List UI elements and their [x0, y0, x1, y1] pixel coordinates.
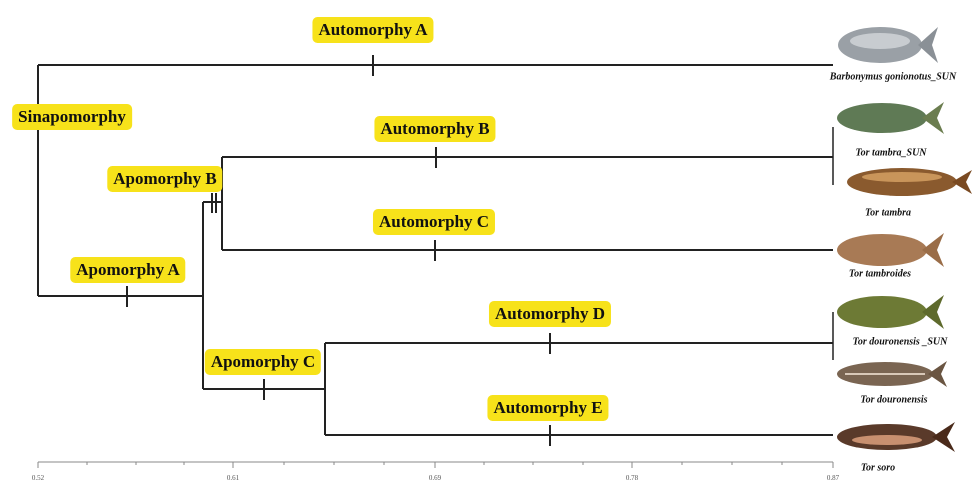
- node-label: Automorphy E: [487, 395, 608, 421]
- species-label: Tor tambra: [865, 208, 911, 219]
- species-label: Barbonymus gonionotus_SUN: [830, 72, 956, 83]
- species-label: Tor tambra_SUN: [855, 148, 926, 159]
- diagram: Automorphy A Sinapomorphy Apomorphy B Au…: [0, 0, 973, 491]
- species-label: Tor douronensis _SUN: [853, 337, 948, 348]
- fish-icons: [837, 27, 972, 452]
- tree: [0, 0, 973, 491]
- species-label: Tor soro: [861, 463, 895, 474]
- axis-tick-label: 0.52: [32, 474, 44, 482]
- node-label: Apomorphy B: [107, 166, 222, 192]
- node-label: Automorphy D: [489, 301, 611, 327]
- node-label: Apomorphy A: [70, 257, 185, 283]
- node-label: Automorphy B: [374, 116, 495, 142]
- axis: [38, 462, 833, 468]
- axis-tick-label: 0.78: [626, 474, 638, 482]
- axis-tick-label: 0.87: [827, 474, 839, 482]
- axis-tick-label: 0.61: [227, 474, 239, 482]
- node-label: Apomorphy C: [205, 349, 321, 375]
- species-label: Tor douronensis: [860, 395, 927, 406]
- axis-tick-label: 0.69: [429, 474, 441, 482]
- node-label: Automorphy C: [373, 209, 495, 235]
- node-label: Sinapomorphy: [12, 104, 132, 130]
- species-label: Tor tambroides: [849, 269, 911, 280]
- branches: [38, 55, 833, 446]
- node-label: Automorphy A: [312, 17, 433, 43]
